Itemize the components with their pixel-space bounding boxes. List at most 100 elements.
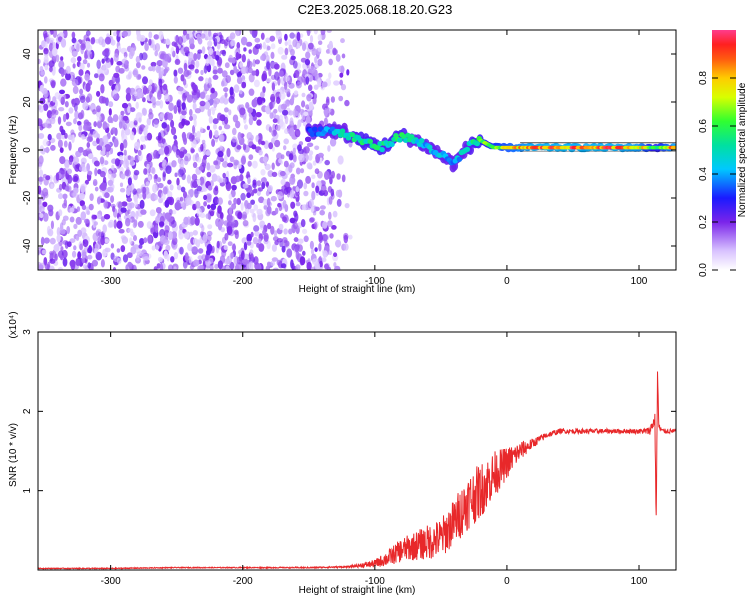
colorbar-tick-label: 0.6 bbox=[698, 119, 709, 133]
noise-speck bbox=[160, 111, 165, 118]
noise-speck bbox=[320, 184, 327, 194]
noise-speck bbox=[339, 72, 344, 78]
noise-speck bbox=[103, 214, 111, 220]
noise-speck bbox=[125, 264, 129, 270]
noise-speck bbox=[150, 227, 155, 235]
noise-speck bbox=[181, 118, 186, 127]
noise-speck bbox=[295, 250, 300, 260]
noise-speck bbox=[59, 228, 66, 235]
noise-speck bbox=[171, 160, 177, 168]
noise-speck bbox=[256, 96, 263, 106]
noise-speck bbox=[176, 177, 180, 186]
noise-speck bbox=[248, 116, 254, 126]
spectrogram-y-axis-label: Frequency (Hz) bbox=[8, 116, 19, 185]
noise-speck bbox=[78, 146, 84, 153]
noise-speck bbox=[52, 47, 58, 57]
noise-speck bbox=[38, 133, 45, 139]
noise-speck bbox=[85, 30, 91, 36]
noise-speck bbox=[42, 139, 49, 147]
ridge-core bbox=[426, 144, 433, 150]
noise-speck bbox=[155, 207, 162, 214]
noise-speck bbox=[213, 100, 218, 108]
noise-speck bbox=[306, 30, 311, 37]
snr-panel: -300 -200 -100 0 100 1 2 3 Height of straight … bbox=[8, 311, 677, 596]
noise-speck bbox=[228, 206, 233, 216]
noise-speck bbox=[217, 205, 222, 214]
noise-speck bbox=[178, 151, 185, 159]
noise-speck bbox=[139, 35, 146, 42]
noise-speck bbox=[256, 208, 263, 216]
noise-speck bbox=[82, 59, 88, 65]
noise-speck bbox=[47, 31, 51, 37]
noise-speck bbox=[208, 77, 212, 85]
noise-speck bbox=[200, 186, 206, 192]
noise-speck bbox=[228, 109, 232, 116]
noise-speck bbox=[97, 231, 104, 237]
noise-speck bbox=[183, 149, 188, 155]
noise-speck bbox=[119, 154, 124, 160]
noise-speck bbox=[204, 260, 211, 266]
noise-speck bbox=[113, 72, 120, 78]
noise-speck bbox=[265, 105, 271, 115]
noise-speck bbox=[57, 139, 63, 148]
noise-speck bbox=[314, 261, 321, 270]
noise-speck bbox=[199, 100, 206, 107]
noise-speck bbox=[47, 94, 51, 103]
noise-speck bbox=[293, 222, 298, 230]
noise-speck bbox=[305, 136, 312, 142]
spectrogram-x-axis-label: Height of straight line (km) bbox=[299, 284, 416, 295]
noise-speck bbox=[96, 90, 101, 97]
noise-speck bbox=[54, 109, 59, 116]
noise-speck bbox=[278, 204, 283, 212]
noise-speck bbox=[258, 196, 265, 204]
noise-speck bbox=[215, 54, 220, 61]
noise-speck bbox=[241, 258, 248, 265]
noise-speck bbox=[81, 134, 85, 140]
noise-speck bbox=[182, 30, 187, 36]
noise-speck bbox=[151, 65, 156, 72]
noise-speck bbox=[262, 86, 266, 94]
noise-speck bbox=[49, 237, 56, 245]
noise-speck bbox=[85, 82, 91, 92]
noise-speck bbox=[84, 73, 90, 81]
noise-speck bbox=[303, 182, 308, 190]
noise-speck bbox=[207, 108, 212, 117]
noise-speck bbox=[71, 31, 76, 39]
noise-speck bbox=[81, 256, 85, 264]
noise-speck bbox=[71, 37, 77, 44]
noise-speck bbox=[219, 145, 223, 151]
noise-speck bbox=[214, 130, 219, 138]
noise-speck bbox=[198, 76, 204, 82]
noise-speck bbox=[208, 116, 213, 124]
noise-speck bbox=[64, 132, 68, 139]
noise-speck bbox=[125, 92, 131, 102]
noise-speck bbox=[282, 199, 287, 209]
noise-speck bbox=[331, 225, 337, 230]
noise-speck bbox=[164, 225, 170, 233]
noise-speck bbox=[250, 253, 254, 262]
noise-speck bbox=[58, 209, 63, 217]
noise-speck bbox=[241, 54, 246, 63]
noise-speck bbox=[341, 174, 346, 183]
noise-speck bbox=[303, 235, 309, 243]
noise-speck bbox=[45, 175, 51, 181]
noise-speck bbox=[235, 30, 240, 37]
noise-speck bbox=[191, 139, 197, 149]
noise-speck bbox=[233, 84, 240, 93]
ridge-core bbox=[367, 138, 374, 144]
noise-speck bbox=[149, 166, 155, 174]
noise-speck bbox=[314, 247, 318, 253]
noise-speck bbox=[94, 73, 99, 79]
noise-speck bbox=[255, 112, 262, 118]
noise-speck bbox=[215, 164, 221, 170]
noise-speck bbox=[303, 190, 309, 197]
noise-speck bbox=[265, 37, 271, 44]
noise-speck bbox=[297, 179, 303, 189]
noise-speck bbox=[148, 31, 153, 39]
noise-speck bbox=[205, 57, 210, 66]
noise-speck bbox=[142, 76, 148, 85]
noise-speck bbox=[278, 158, 283, 164]
noise-speck bbox=[295, 167, 301, 175]
noise-speck bbox=[288, 228, 293, 235]
noise-speck bbox=[184, 252, 189, 262]
